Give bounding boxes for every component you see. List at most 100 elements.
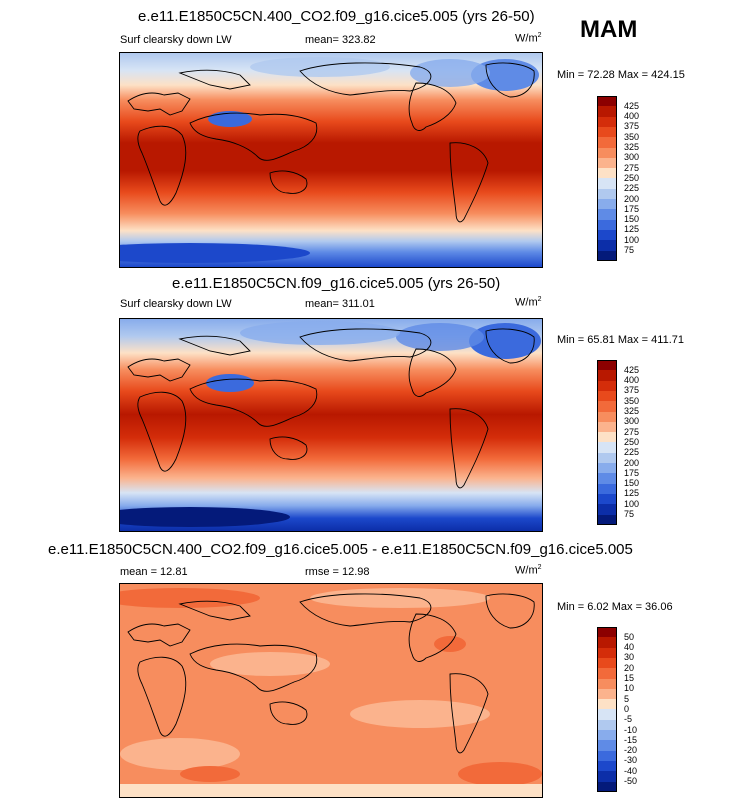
colorbar-swatch — [597, 504, 617, 515]
colorbar-swatch — [597, 168, 617, 179]
colorbar-swatch — [597, 781, 617, 793]
colorbar-tick-label: 15 — [624, 673, 635, 683]
colorbar-swatch — [597, 719, 617, 731]
colorbar-swatch — [597, 219, 617, 231]
colorbar-swatch — [597, 401, 617, 412]
colorbar-swatch — [597, 157, 617, 169]
colorbar-swatch — [597, 178, 617, 190]
panel1-variable-label: Surf clearsky down LW — [120, 34, 232, 46]
panel2-units: W/m2 — [515, 296, 542, 309]
colorbar-swatch — [597, 411, 617, 423]
panel1-minmax: Min = 72.28 Max = 424.15 — [557, 69, 685, 81]
colorbar-swatch — [597, 473, 617, 485]
colorbar-tick-label: 125 — [624, 488, 640, 499]
colorbar-tick-label: 225 — [624, 447, 640, 458]
colorbar-swatch — [597, 147, 617, 159]
colorbar-swatch — [597, 730, 617, 741]
colorbar-tick-label: 300 — [624, 152, 640, 163]
colorbar-swatch — [597, 370, 617, 382]
colorbar-tick-label: 30 — [624, 652, 635, 663]
colorbar-tick-label: 250 — [624, 172, 640, 183]
colorbar-swatch — [597, 380, 617, 392]
panel3-minmax: Min = 6.02 Max = 36.06 — [557, 601, 673, 613]
colorbar-swatch — [597, 709, 617, 721]
colorbar-tick-label: 150 — [624, 478, 640, 489]
colorbar-tick-label: -15 — [624, 734, 638, 745]
colorbar-swatch — [597, 688, 617, 700]
colorbar-tick-label: -40 — [624, 765, 638, 776]
panel2-map — [119, 318, 543, 532]
colorbar-swatch — [597, 657, 617, 669]
colorbar-tick-label: 150 — [624, 214, 640, 225]
colorbar-tick-label: 20 — [624, 662, 635, 673]
colorbar-swatch — [597, 209, 617, 221]
colorbar-tick-label: 375 — [624, 121, 640, 132]
colorbar-tick-label: 0 — [624, 703, 630, 714]
colorbar-swatch — [597, 740, 617, 752]
colorbar-tick-label: -50 — [624, 776, 638, 786]
panel1-units: W/m2 — [515, 32, 542, 45]
colorbar-swatch — [597, 250, 617, 262]
colorbar-tick-label: 200 — [624, 457, 640, 468]
colorbar-tick-label: 175 — [624, 467, 640, 478]
colorbar-tick-label: 425 — [624, 364, 640, 375]
colorbar-swatch — [597, 760, 617, 772]
colorbar-tick-label: 250 — [624, 436, 640, 447]
panel1-map — [119, 52, 543, 268]
panel1-mean-label: mean= 323.82 — [305, 34, 376, 46]
colorbar-tick-label: 100 — [624, 234, 640, 245]
colorbar-tick-label: -10 — [624, 724, 638, 735]
colorbar-swatch — [597, 442, 617, 454]
colorbar-swatch — [597, 678, 617, 690]
colorbar-swatch — [597, 699, 617, 710]
colorbar-tick-label: 175 — [624, 203, 640, 214]
colorbar-swatch — [597, 96, 617, 107]
colorbar-tick-label: -30 — [624, 755, 638, 766]
colorbar-swatch — [597, 647, 617, 659]
colorbar-swatch — [597, 421, 617, 433]
colorbar-tick-label: 350 — [624, 131, 640, 142]
colorbar-swatch — [597, 493, 617, 505]
colorbar-swatch — [597, 432, 617, 443]
colorbar-tick-label: 75 — [624, 245, 635, 255]
panel2-mean-label: mean= 311.01 — [305, 298, 375, 310]
colorbar-tick-label: 400 — [624, 375, 640, 386]
colorbar-tick-label: 425 — [624, 100, 640, 111]
colorbar-swatch — [597, 126, 617, 138]
colorbar-swatch — [597, 390, 617, 402]
panel3-map — [119, 583, 543, 798]
colorbar-swatch — [597, 137, 617, 148]
panel2-variable-label: Surf clearsky down LW — [120, 298, 232, 310]
colorbar-swatch — [597, 637, 617, 649]
colorbar-swatch — [597, 116, 617, 128]
colorbar-tick-label: 40 — [624, 642, 635, 653]
panel2-minmax: Min = 65.81 Max = 411.71 — [557, 334, 684, 346]
colorbar-tick-label: 325 — [624, 142, 640, 152]
colorbar-tick-label: 325 — [624, 406, 640, 416]
colorbar-tick-label: 50 — [624, 631, 635, 642]
colorbar-tick-label: -20 — [624, 745, 638, 756]
colorbar-tick-label: 275 — [624, 162, 640, 173]
colorbar-tick-label: 10 — [624, 683, 635, 694]
colorbar-tick-label: 200 — [624, 193, 640, 204]
colorbar-swatch — [597, 360, 617, 371]
colorbar-swatch — [597, 771, 617, 782]
colorbar-swatch — [597, 463, 617, 474]
colorbar-tick-label: 75 — [624, 509, 635, 519]
colorbar-swatch — [597, 240, 617, 251]
colorbar-tick-label: 225 — [624, 183, 640, 194]
colorbar-tick-label: 100 — [624, 498, 640, 509]
colorbar-swatch — [597, 229, 617, 241]
colorbar-tick-label: 125 — [624, 224, 640, 235]
colorbar-swatch — [597, 627, 617, 638]
panel3-title: e.e11.E1850C5CN.400_CO2.f09_g16.cice5.00… — [48, 541, 633, 558]
colorbar-swatch — [597, 199, 617, 210]
colorbar-tick-label: 350 — [624, 395, 640, 406]
panel1-title: e.e11.E1850C5CN.400_CO2.f09_g16.cice5.00… — [138, 8, 535, 25]
colorbar-tick-label: 275 — [624, 426, 640, 437]
colorbar-swatch — [597, 750, 617, 762]
colorbar-swatch — [597, 452, 617, 464]
colorbar-tick-label: 400 — [624, 111, 640, 122]
colorbar-swatch — [597, 483, 617, 495]
colorbar-swatch — [597, 188, 617, 200]
